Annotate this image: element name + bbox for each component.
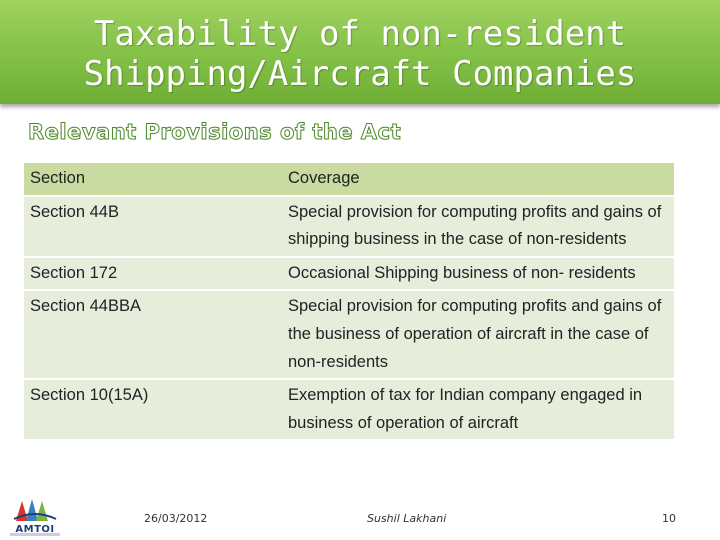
table-row: Section 44BBA Special provision for comp… (24, 290, 674, 381)
coverage-cell: Occasional Shipping business of non- res… (282, 256, 674, 292)
amtoi-logo: AMTOI (10, 497, 60, 537)
table-row: Section 172 Occasional Shipping business… (24, 256, 674, 292)
logo-mark-icon (13, 499, 57, 521)
coverage-cell: Exemption of tax for Indian company enga… (282, 379, 674, 442)
provisions-table: Section Coverage Section 44B Special pro… (24, 163, 674, 442)
footer-author: Sushil Lakhani (367, 512, 447, 525)
slide-title-line-1: Taxability of non-resident (93, 14, 627, 54)
title-band (0, 0, 720, 104)
footer-date: 26/03/2012 (144, 512, 208, 525)
logo-text: AMTOI (15, 524, 55, 535)
slide-title: Taxability of non-resident Shipping/Airc… (0, 14, 720, 94)
section-cell: Section 10(15A) (24, 379, 282, 442)
table-row: Section 10(15A) Exemption of tax for Ind… (24, 379, 674, 442)
section-cell: Section 44B (24, 195, 282, 258)
slide-subtitle: Relevant Provisions of the Act (27, 120, 402, 145)
table-header-row: Section Coverage (24, 163, 674, 197)
header-section: Section (24, 163, 282, 197)
section-cell: Section 172 (24, 256, 282, 292)
footer-page-number: 10 (662, 512, 676, 525)
header-coverage: Coverage (282, 163, 674, 197)
coverage-cell: Special provision for computing profits … (282, 290, 674, 381)
coverage-cell: Special provision for computing profits … (282, 195, 674, 258)
table-row: Section 44B Special provision for comput… (24, 195, 674, 258)
section-cell: Section 44BBA (24, 290, 282, 381)
slide-title-line-2: Shipping/Aircraft Companies (83, 54, 637, 94)
logo-underline (10, 533, 60, 536)
